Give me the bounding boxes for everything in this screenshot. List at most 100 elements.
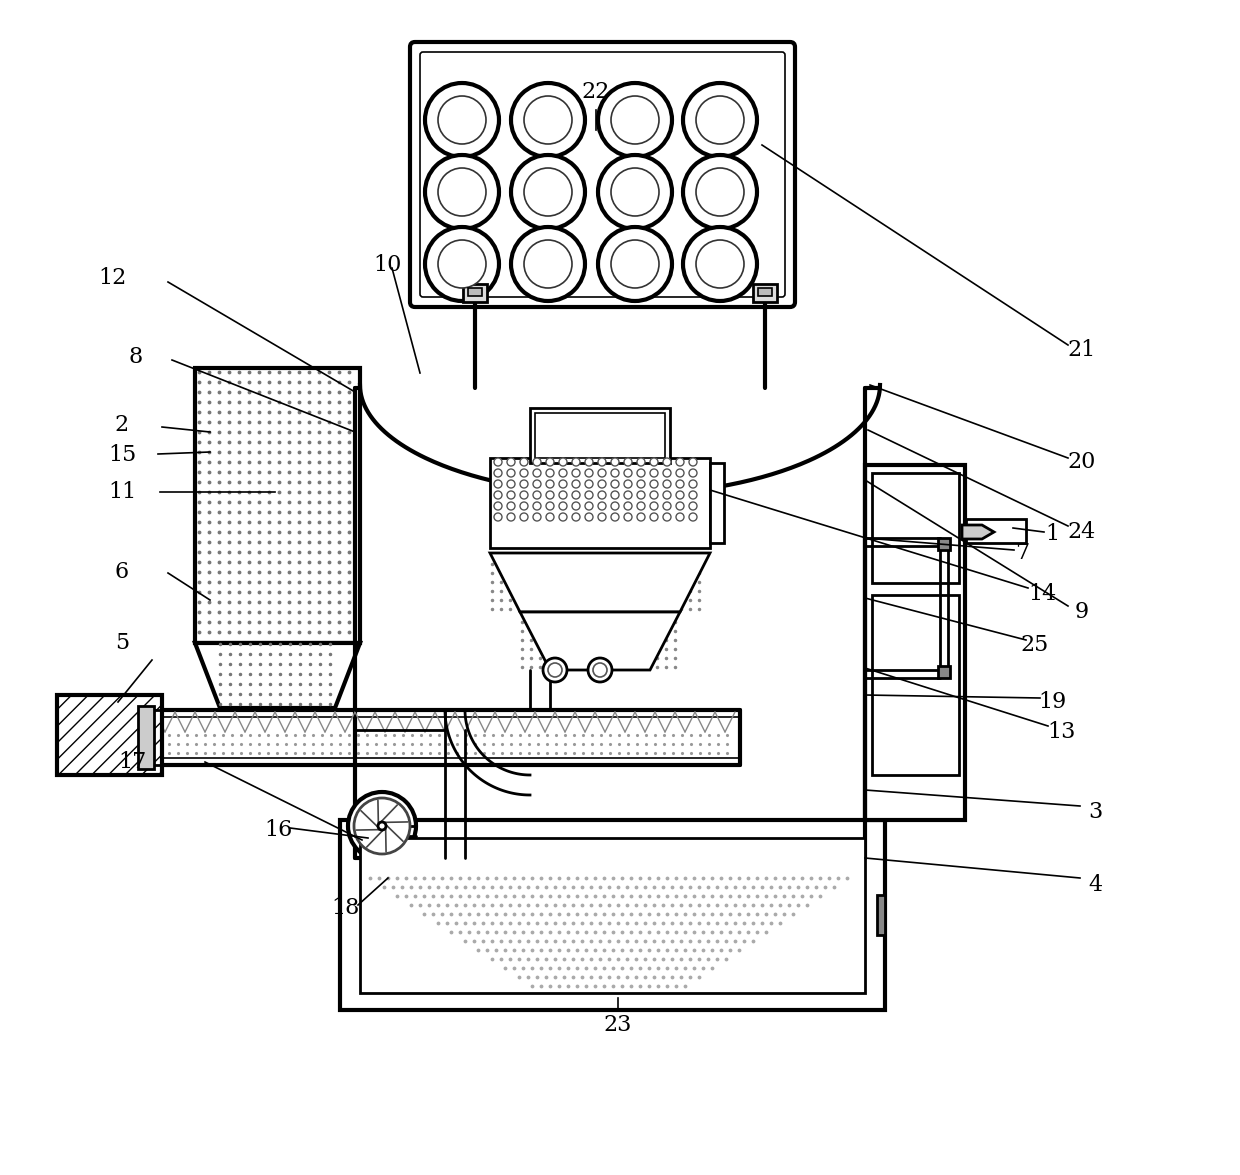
Circle shape [683, 227, 756, 301]
Circle shape [663, 513, 671, 521]
Circle shape [689, 481, 697, 488]
Circle shape [533, 513, 541, 521]
Circle shape [546, 502, 554, 510]
Circle shape [438, 168, 486, 216]
Circle shape [525, 168, 572, 216]
Circle shape [525, 240, 572, 288]
Circle shape [543, 658, 567, 682]
Circle shape [507, 513, 515, 521]
Circle shape [585, 502, 593, 510]
Circle shape [425, 227, 498, 301]
Circle shape [637, 469, 645, 477]
Circle shape [585, 458, 593, 466]
Circle shape [689, 502, 697, 510]
Circle shape [494, 491, 502, 499]
Circle shape [611, 491, 619, 499]
Bar [711, 463, 724, 543]
Text: 21: 21 [1068, 340, 1096, 361]
Circle shape [546, 458, 554, 466]
Circle shape [533, 469, 541, 477]
Circle shape [507, 481, 515, 488]
Bar [872, 595, 959, 776]
Circle shape [676, 502, 684, 510]
Circle shape [637, 458, 645, 466]
Circle shape [546, 513, 554, 521]
Circle shape [676, 481, 684, 488]
Bar [340, 820, 885, 1010]
Text: 4: 4 [1087, 874, 1102, 897]
Circle shape [438, 96, 486, 145]
Text: 25: 25 [1021, 634, 1049, 656]
Circle shape [533, 481, 541, 488]
Circle shape [548, 663, 562, 677]
Circle shape [572, 458, 580, 466]
Polygon shape [490, 553, 711, 612]
Circle shape [546, 491, 554, 499]
Circle shape [511, 155, 585, 229]
Circle shape [494, 513, 502, 521]
Circle shape [507, 469, 515, 477]
Text: 16: 16 [264, 819, 293, 841]
Circle shape [533, 502, 541, 510]
Circle shape [689, 458, 697, 466]
Bar [534, 412, 665, 458]
Circle shape [572, 469, 580, 477]
Circle shape [624, 458, 632, 466]
Bar [467, 288, 482, 296]
Text: 5: 5 [115, 632, 129, 654]
Circle shape [683, 83, 756, 157]
Circle shape [624, 513, 632, 521]
Circle shape [438, 240, 486, 288]
Polygon shape [962, 525, 994, 539]
Text: 8: 8 [129, 345, 143, 368]
Circle shape [676, 458, 684, 466]
Circle shape [637, 491, 645, 499]
Circle shape [676, 469, 684, 477]
Bar [937, 538, 950, 550]
Bar [877, 895, 885, 935]
Circle shape [559, 481, 567, 488]
Circle shape [520, 491, 528, 499]
Text: 6: 6 [115, 560, 129, 583]
Circle shape [378, 822, 386, 830]
Circle shape [511, 227, 585, 301]
Circle shape [696, 168, 744, 216]
Circle shape [533, 458, 541, 466]
Circle shape [494, 469, 502, 477]
Circle shape [572, 481, 580, 488]
Circle shape [598, 458, 606, 466]
Circle shape [353, 798, 410, 854]
Circle shape [520, 513, 528, 521]
Circle shape [559, 458, 567, 466]
Circle shape [559, 469, 567, 477]
Circle shape [650, 481, 658, 488]
Circle shape [663, 481, 671, 488]
Circle shape [624, 469, 632, 477]
Text: 10: 10 [373, 254, 402, 276]
Circle shape [650, 491, 658, 499]
Circle shape [650, 513, 658, 521]
Circle shape [598, 469, 606, 477]
Circle shape [650, 469, 658, 477]
Circle shape [611, 168, 658, 216]
Circle shape [598, 491, 606, 499]
Circle shape [585, 469, 593, 477]
Circle shape [520, 469, 528, 477]
Circle shape [637, 481, 645, 488]
Circle shape [598, 481, 606, 488]
Circle shape [624, 502, 632, 510]
Circle shape [559, 491, 567, 499]
Text: 19: 19 [1038, 691, 1066, 713]
Text: 23: 23 [604, 1014, 632, 1036]
Text: 13: 13 [1048, 721, 1076, 743]
Circle shape [696, 96, 744, 145]
Circle shape [559, 502, 567, 510]
Circle shape [585, 481, 593, 488]
Text: 20: 20 [1068, 451, 1096, 474]
Circle shape [598, 227, 672, 301]
Circle shape [624, 481, 632, 488]
Circle shape [663, 458, 671, 466]
Text: 3: 3 [1087, 801, 1102, 822]
Circle shape [650, 502, 658, 510]
Bar [138, 706, 154, 768]
